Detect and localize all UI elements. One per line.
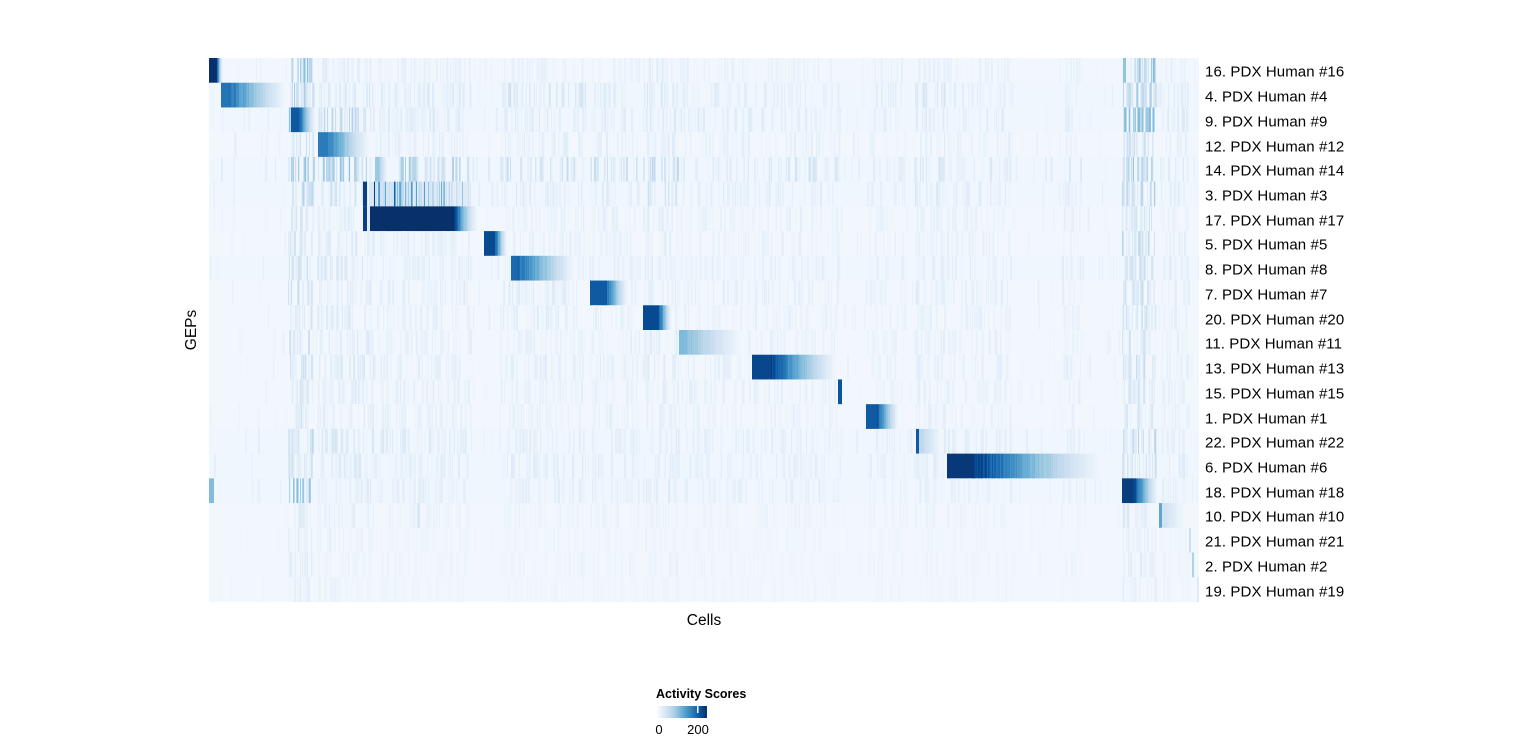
row-label: 10. PDX Human #10: [1205, 508, 1345, 526]
row-label: 9. PDX Human #9: [1205, 113, 1328, 131]
row-label: 14. PDX Human #14: [1205, 162, 1345, 180]
row-label: 1. PDX Human #1: [1205, 410, 1328, 428]
row-label: 16. PDX Human #16: [1205, 63, 1345, 81]
row-label: 2. PDX Human #2: [1205, 558, 1328, 576]
row-label: 4. PDX Human #4: [1205, 88, 1328, 106]
row-label: 13. PDX Human #13: [1205, 360, 1345, 378]
row-label: 21. PDX Human #21: [1205, 533, 1345, 551]
legend-tick-200: 200: [687, 722, 709, 737]
row-label: 20. PDX Human #20: [1205, 311, 1345, 329]
heatmap-canvas: [209, 58, 1199, 602]
row-label: 15. PDX Human #15: [1205, 385, 1345, 403]
row-label: 7. PDX Human #7: [1205, 286, 1328, 304]
row-label: 11. PDX Human #11: [1205, 335, 1343, 353]
x-axis-label: Cells: [686, 612, 722, 629]
row-label: 19. PDX Human #19: [1205, 583, 1345, 601]
row-label: 8. PDX Human #8: [1205, 261, 1328, 279]
y-axis-label: GEPs: [183, 309, 200, 351]
row-label: 17. PDX Human #17: [1205, 212, 1345, 230]
legend-title: Activity Scores: [656, 687, 747, 701]
row-label: 5. PDX Human #5: [1205, 236, 1328, 254]
legend-tick-0: 0: [655, 722, 663, 737]
row-label: 18. PDX Human #18: [1205, 484, 1345, 502]
row-label: 12. PDX Human #12: [1205, 138, 1345, 156]
row-label: 6. PDX Human #6: [1205, 459, 1328, 477]
row-label: 22. PDX Human #22: [1205, 434, 1345, 452]
row-label: 3. PDX Human #3: [1205, 187, 1328, 205]
legend-colorbar: [657, 706, 707, 718]
